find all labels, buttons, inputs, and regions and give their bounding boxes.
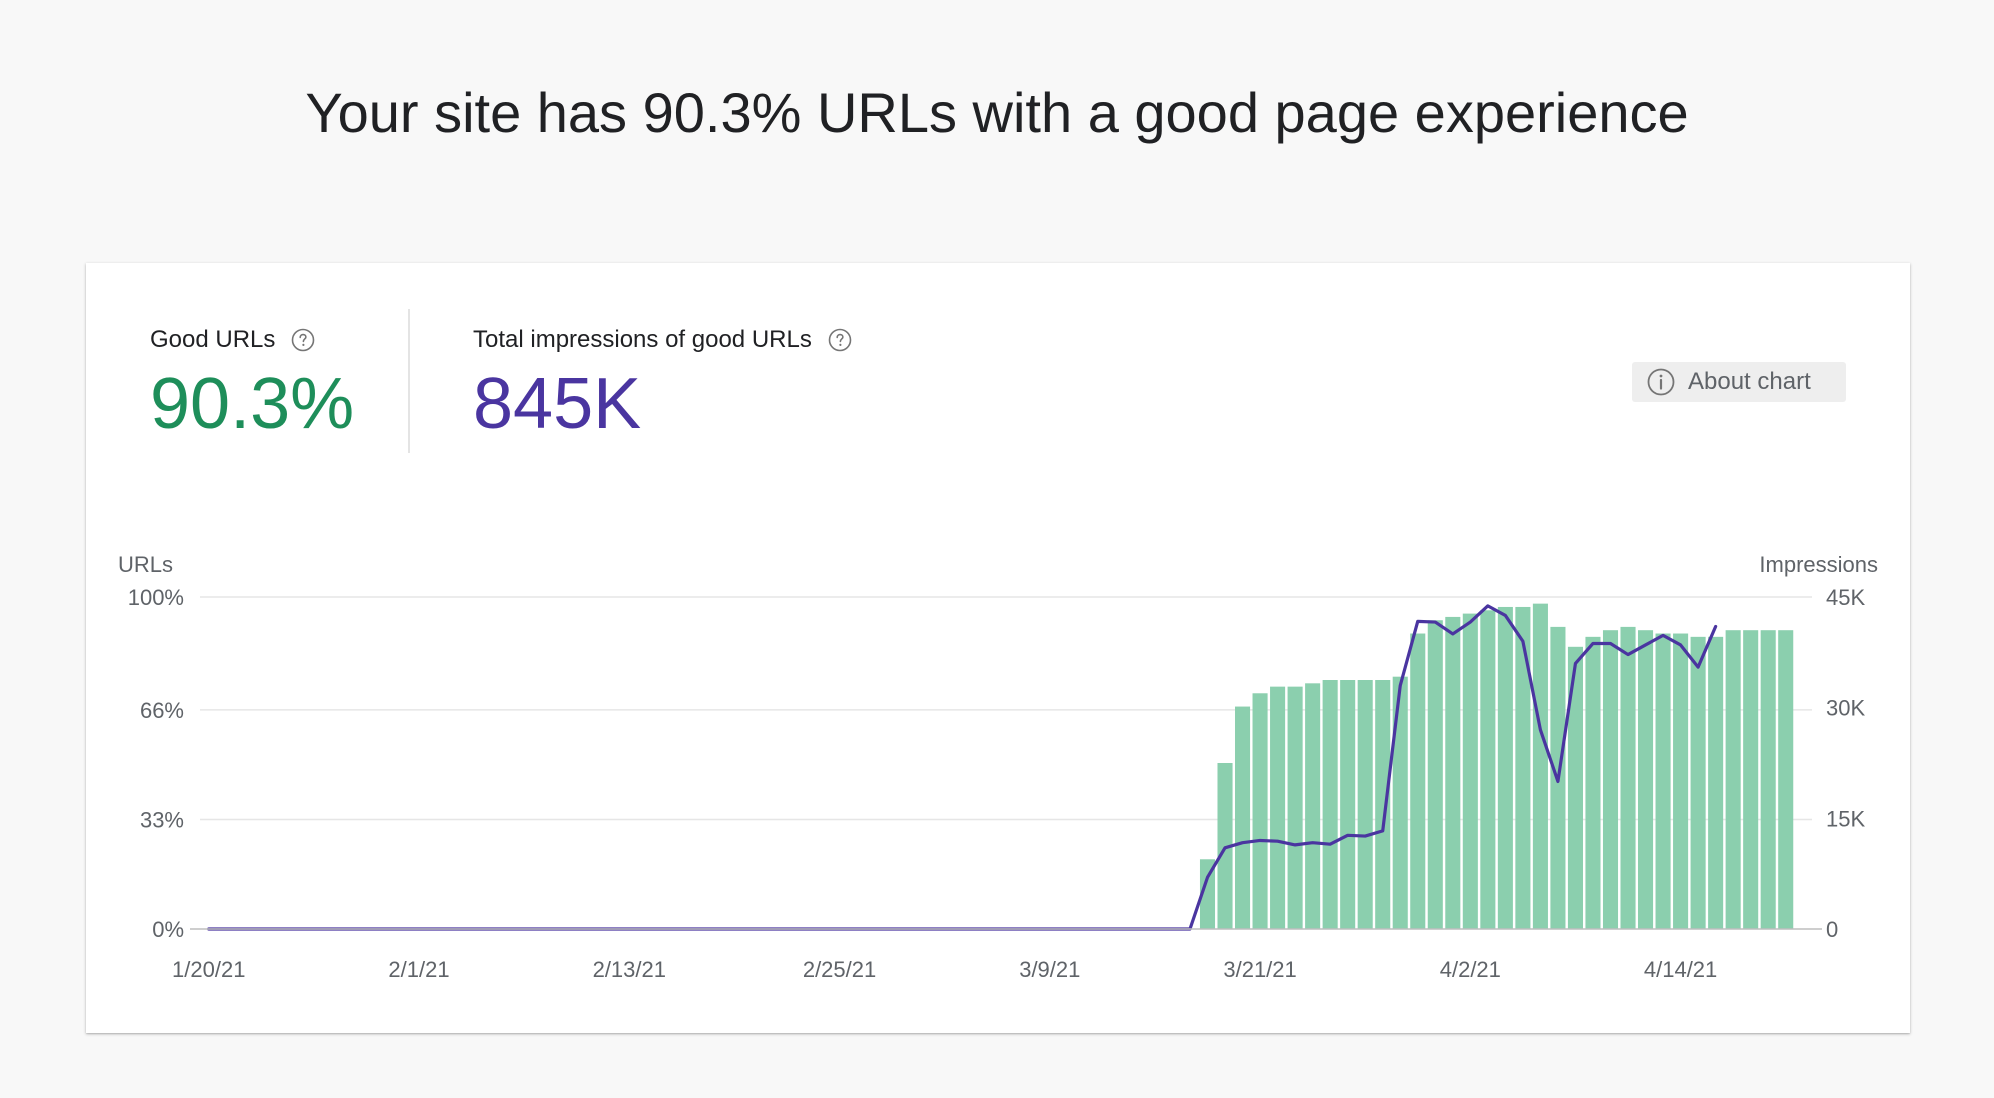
good-urls-bar bbox=[1673, 633, 1689, 929]
good-urls-bar bbox=[1235, 706, 1251, 929]
good-urls-bar bbox=[1567, 646, 1583, 929]
good-urls-label: Good URLs bbox=[150, 326, 276, 353]
metrics-divider bbox=[408, 309, 410, 453]
x-tick-label: 3/21/21 bbox=[1223, 957, 1296, 982]
x-tick-label: 2/25/21 bbox=[803, 957, 876, 982]
good-urls-bar bbox=[1532, 603, 1548, 929]
good-urls-bar bbox=[1462, 613, 1478, 929]
good-urls-label-row: Good URLs bbox=[150, 325, 354, 355]
y-right-axis-title: Impressions bbox=[1759, 552, 1878, 577]
good-urls-bar bbox=[1725, 630, 1741, 929]
x-tick-label: 2/13/21 bbox=[593, 957, 666, 982]
good-urls-bar bbox=[1778, 630, 1794, 929]
good-urls-bar bbox=[1708, 636, 1724, 929]
y-left-tick-label: 0% bbox=[152, 917, 184, 942]
good-urls-bar bbox=[1515, 606, 1531, 929]
good-urls-bar bbox=[1602, 630, 1619, 929]
good-urls-bar bbox=[1375, 680, 1391, 929]
good-urls-bar bbox=[1620, 626, 1636, 929]
impressions-label: Total impressions of good URLs bbox=[473, 326, 812, 353]
help-icon[interactable] bbox=[828, 328, 852, 352]
good-urls-bar bbox=[1480, 610, 1496, 929]
urls-impressions-chart: 0% 33% 66% 100% 0 15K 30K 45K URLs Impressions 1/2… bbox=[118, 552, 1878, 982]
good-urls-bar bbox=[1270, 686, 1286, 929]
x-tick-label: 4/14/21 bbox=[1644, 957, 1717, 982]
axes: 0% 33% 66% 100% 0 15K 30K 45K URLs Impressions 1/2… bbox=[118, 552, 1878, 982]
good-urls-bar bbox=[1357, 680, 1373, 929]
about-chart-button[interactable]: About chart bbox=[1632, 362, 1846, 402]
good-urls-bar bbox=[1199, 859, 1216, 929]
y-left-tick-label: 100% bbox=[128, 585, 184, 610]
y-left-tick-label: 33% bbox=[140, 807, 184, 832]
impressions-value: 845K bbox=[473, 364, 642, 444]
about-chart-label: About chart bbox=[1688, 368, 1811, 395]
y-right-tick-label: 30K bbox=[1826, 696, 1865, 721]
good-urls-bar bbox=[1743, 630, 1759, 929]
y-left-tick-label: 66% bbox=[140, 698, 184, 723]
info-icon bbox=[1647, 368, 1675, 396]
good-urls-bar bbox=[1445, 616, 1461, 929]
good-urls-bar bbox=[1760, 630, 1776, 929]
y-left-axis-title: URLs bbox=[118, 552, 173, 577]
good-urls-bar bbox=[1392, 676, 1408, 929]
good-urls-bar bbox=[1427, 620, 1443, 929]
good-urls-bar bbox=[1655, 633, 1671, 929]
y-right-tick-label: 0 bbox=[1826, 917, 1838, 942]
good-urls-bar bbox=[1497, 606, 1513, 929]
good-urls-bars bbox=[1199, 603, 1794, 929]
good-urls-bar bbox=[1585, 636, 1601, 929]
help-icon[interactable] bbox=[291, 328, 315, 352]
good-urls-bar bbox=[1305, 683, 1321, 929]
good-urls-bar bbox=[1322, 680, 1338, 929]
x-tick-label: 4/2/21 bbox=[1440, 957, 1501, 982]
x-tick-label: 1/20/21 bbox=[172, 957, 245, 982]
good-urls-value: 90.3% bbox=[150, 364, 355, 444]
impressions-label-row: Total impressions of good URLs bbox=[473, 325, 852, 355]
good-urls-bar bbox=[1217, 763, 1233, 929]
y-right-tick-label: 45K bbox=[1826, 585, 1865, 610]
good-urls-metric: Good URLs 90.3% bbox=[150, 325, 354, 447]
page-experience-card: Good URLs 90.3% Total impressions of goo… bbox=[86, 263, 1910, 1033]
good-urls-bar bbox=[1340, 680, 1356, 929]
good-urls-bar bbox=[1287, 686, 1303, 929]
good-urls-bar bbox=[1638, 630, 1654, 929]
good-urls-bar bbox=[1690, 636, 1706, 929]
x-tick-label: 3/9/21 bbox=[1019, 957, 1080, 982]
page-headline: Your site has 90.3% URLs with a good pag… bbox=[305, 81, 1689, 144]
x-tick-label: 2/1/21 bbox=[388, 957, 449, 982]
impressions-metric: Total impressions of good URLs 845K bbox=[473, 325, 852, 447]
good-urls-bar bbox=[1252, 693, 1268, 929]
y-right-tick-label: 15K bbox=[1826, 806, 1865, 831]
good-urls-bar bbox=[1410, 633, 1426, 929]
